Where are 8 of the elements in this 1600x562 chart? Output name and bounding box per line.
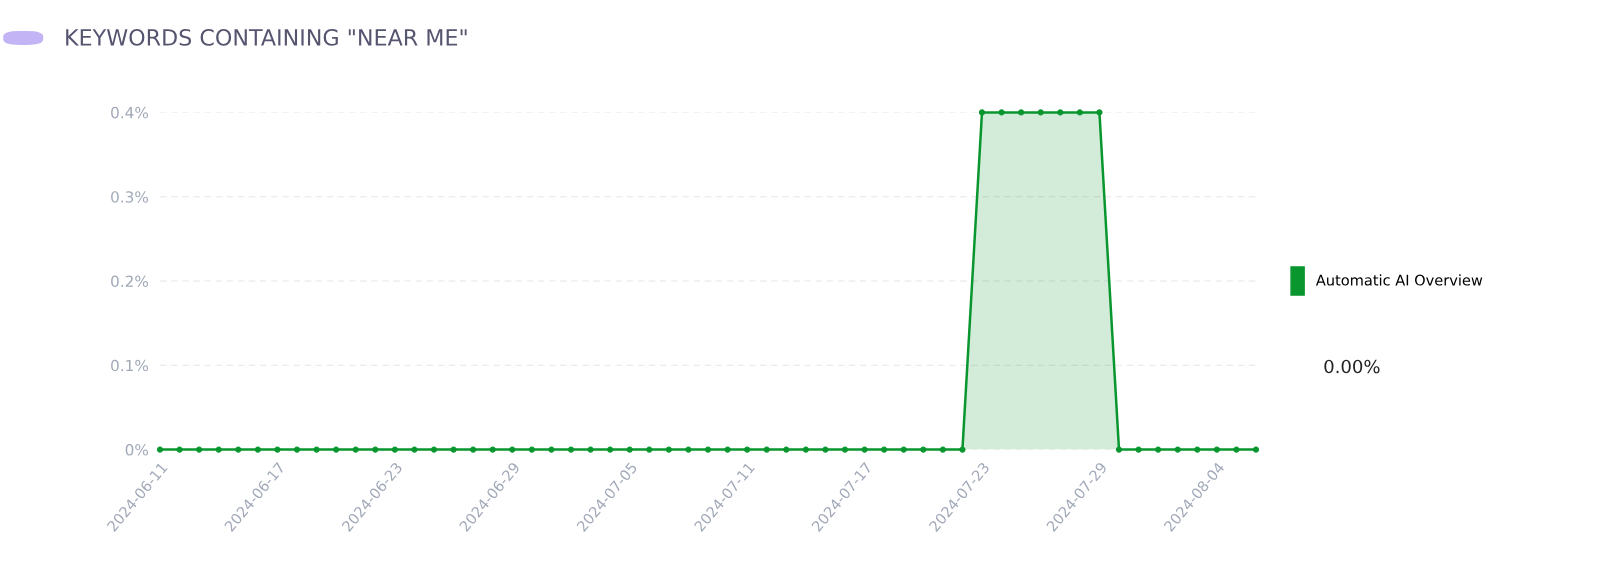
text: 0.00%	[1324, 359, 1380, 374]
y-tick-label: 0.3%	[111, 191, 149, 203]
y-tick-label: 0.2%	[111, 275, 149, 288]
y-tick-label: 0.4%	[111, 106, 149, 119]
y-tick-label: 0%	[125, 444, 149, 456]
chart-title: KEYWORDS CONTAINING "NEAR ME"	[66, 28, 467, 46]
y-tick-label: 0.1%	[111, 359, 149, 372]
legend-label: Automatic AI Overview	[1315, 274, 1483, 286]
